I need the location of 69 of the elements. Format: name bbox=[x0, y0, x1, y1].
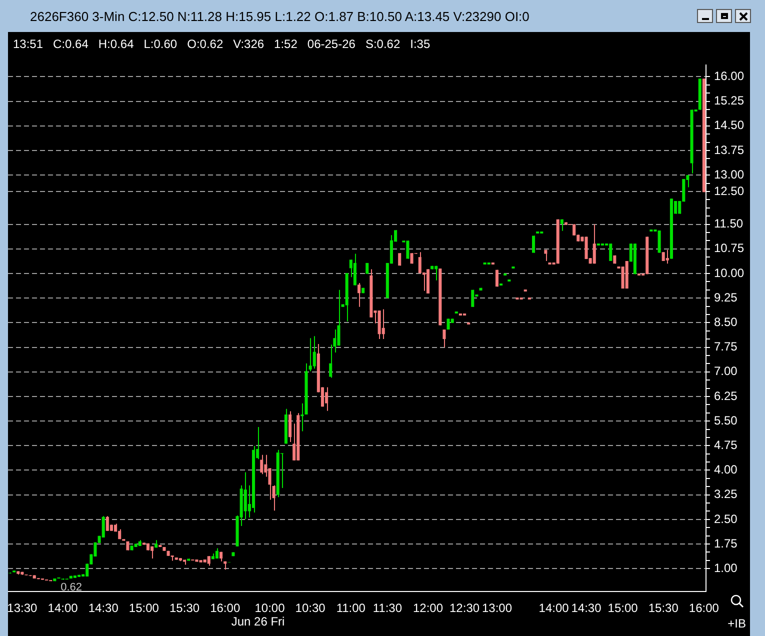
text: Jun 26 Fri bbox=[231, 614, 285, 628]
y-tick-label: 4.00 bbox=[714, 462, 738, 477]
x-tick-label: 16:00 bbox=[688, 601, 720, 616]
y-tick-label: 8.50 bbox=[714, 314, 738, 329]
y-tick-label: 9.25 bbox=[714, 290, 738, 304]
candlestick bbox=[592, 224, 596, 264]
candlestick bbox=[398, 252, 402, 266]
x-tick-label: 15:00 bbox=[608, 601, 638, 616]
y-tick-label: 6.25 bbox=[714, 388, 738, 403]
y-tick-label: 10.00 bbox=[714, 266, 744, 280]
x-tick-label: 15:00 bbox=[128, 601, 160, 616]
x-tick-label: 13:00 bbox=[482, 601, 512, 616]
candlestick bbox=[150, 546, 154, 559]
candlestick bbox=[418, 252, 422, 274]
candlestick bbox=[406, 240, 410, 260]
x-tick-label: 12:00 bbox=[412, 601, 444, 616]
y-tick-label: 4.75 bbox=[714, 438, 738, 452]
candlestick bbox=[434, 265, 438, 281]
x-tick-label: 13:30 bbox=[7, 601, 38, 616]
y-tick-label: 5.50 bbox=[714, 413, 738, 428]
x-tick-label: 16:00 bbox=[210, 601, 240, 616]
candlestick bbox=[357, 282, 361, 308]
candlestick bbox=[325, 386, 328, 412]
x-tick-label: 11:00 bbox=[336, 601, 366, 616]
x-tick-label: 14:30 bbox=[88, 601, 119, 616]
y-tick-label: 11.50 bbox=[714, 216, 744, 231]
text: +IB bbox=[728, 616, 746, 630]
x-tick-label: 14:00 bbox=[538, 601, 570, 616]
x-tick-label: 14:30 bbox=[571, 601, 602, 616]
candlestick bbox=[584, 236, 588, 260]
candlestick bbox=[382, 308, 385, 340]
y-tick-label: 12.50 bbox=[714, 184, 744, 198]
candlestick bbox=[207, 556, 210, 566]
candlestick bbox=[312, 336, 316, 370]
y-tick-label: 7.00 bbox=[714, 364, 738, 378]
candlestick bbox=[442, 329, 446, 348]
annotation: 0.62 bbox=[60, 582, 82, 594]
candlestick bbox=[272, 484, 276, 512]
y-tick-label: 13.00 bbox=[714, 167, 744, 182]
chart-title: 2626F360 3-Min C:12.50 N:11.28 H:15.95 L:1.22 O:1.87 B:10.50 A:13.45 V:23290 OI:0 bbox=[30, 9, 530, 24]
y-tick-label: 7.75 bbox=[714, 340, 738, 354]
x-tick-label: 10:30 bbox=[295, 601, 326, 616]
y-tick-label: 14.50 bbox=[714, 118, 744, 132]
y-tick-label: 10.75 bbox=[714, 241, 744, 256]
y-tick-label: 13.75 bbox=[714, 142, 744, 157]
candlestick bbox=[378, 310, 381, 340]
x-tick-label: 12:30 bbox=[450, 601, 480, 616]
y-tick-label: 1.75 bbox=[714, 536, 738, 550]
y-tick-label: 3.25 bbox=[714, 487, 738, 502]
candlestick bbox=[666, 249, 669, 264]
candlestick bbox=[532, 235, 536, 254]
candlestick bbox=[308, 338, 312, 372]
candlestick bbox=[244, 472, 247, 520]
x-tick-label: 11:30 bbox=[372, 601, 402, 616]
x-tick-label: 10:00 bbox=[254, 601, 286, 616]
candlestick bbox=[215, 548, 219, 559]
x-tick-label: 15:30 bbox=[648, 601, 679, 616]
y-tick-label: 16.00 bbox=[714, 68, 744, 83]
candlestick bbox=[353, 253, 356, 286]
y-tick-label: 15.25 bbox=[714, 94, 744, 108]
candlestick bbox=[106, 516, 109, 532]
x-tick-label: 14:00 bbox=[48, 601, 78, 616]
candlestick bbox=[471, 289, 474, 308]
candlestick bbox=[288, 410, 292, 443]
x-tick-label: 15:30 bbox=[170, 601, 200, 616]
candlestick bbox=[260, 454, 264, 475]
y-tick-label: 2.50 bbox=[714, 512, 738, 526]
chart-subtitle: 13:51 C:0.64 H:0.64 L:0.60 O:0.62 V:326 1:52 06-25-26 S:0.62 I:35 bbox=[13, 37, 430, 51]
y-tick-label: 1.00 bbox=[714, 560, 738, 575]
